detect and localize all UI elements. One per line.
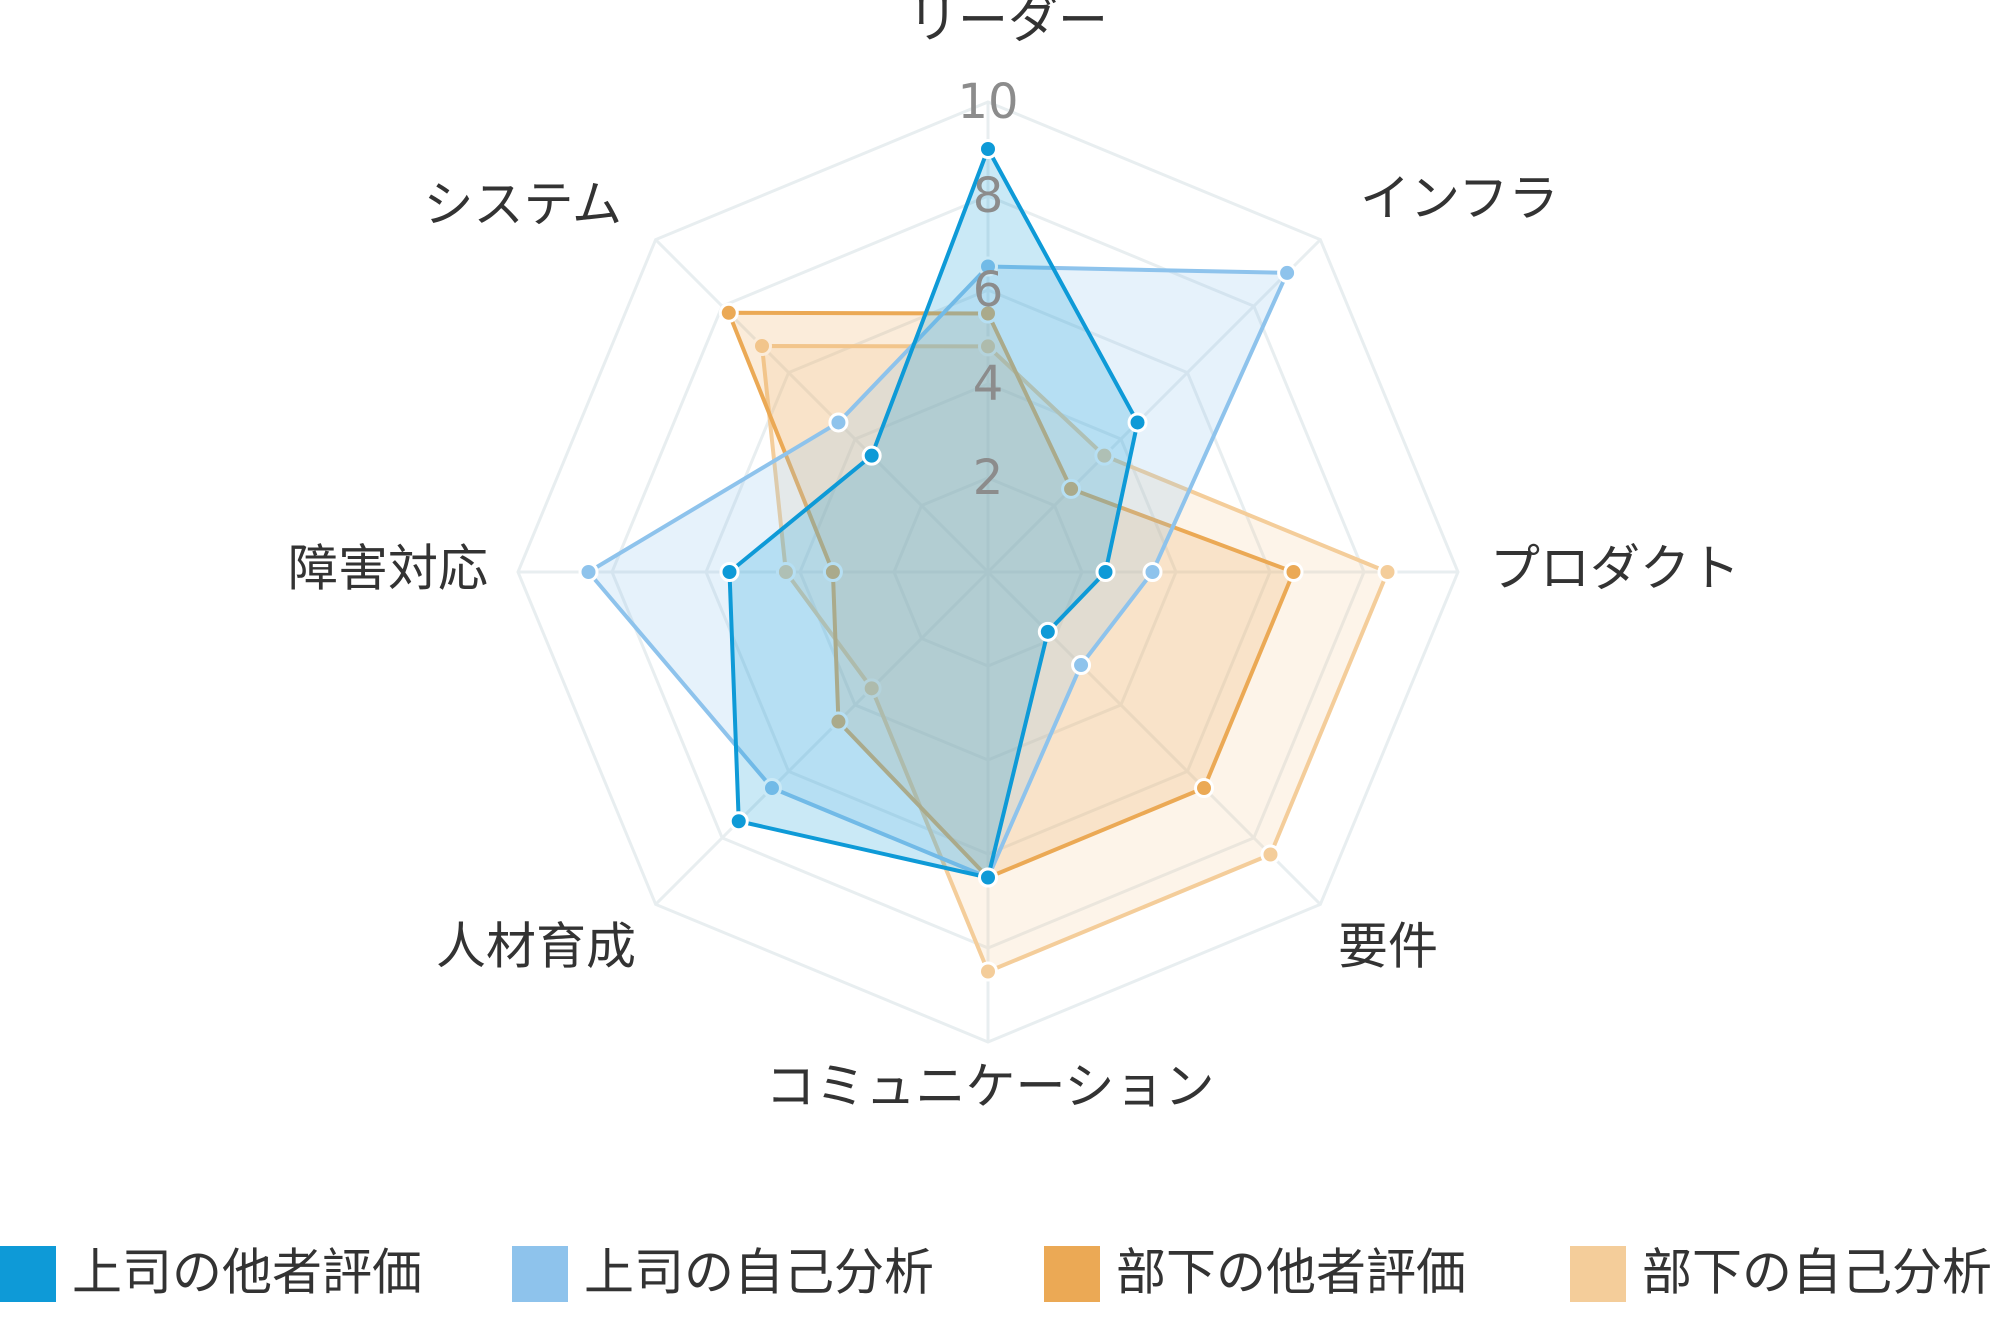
axis-label-3: プロダクト [1490, 540, 1740, 598]
legend-label-1: 上司の他者評価 [72, 1244, 422, 1302]
series-1-area [729, 149, 1138, 878]
tick-label-4: 4 [973, 356, 1004, 412]
axis-label-5: コミュニケーション [766, 1058, 1215, 1116]
legend-swatch-4 [1570, 1246, 1626, 1302]
series-2-point-4 [1071, 655, 1092, 676]
series-1-point-3 [1095, 562, 1116, 582]
series-4-point-8 [752, 336, 773, 357]
tick-label-8: 8 [973, 168, 1004, 224]
legend-label-2: 上司の自己分析 [584, 1244, 934, 1302]
series-3-point-1 [978, 303, 998, 324]
axis-label-2: インフラ [1360, 170, 1559, 228]
legend-item-1: 上司の他者評価 [0, 1244, 422, 1302]
series-1-point-5 [978, 867, 998, 888]
radar-grid [516, 100, 1460, 1044]
series-3-point-2 [1061, 478, 1082, 499]
series-1-point-7 [719, 562, 740, 582]
grid-spoke-8 [654, 238, 990, 574]
series-4-point-2 [1094, 445, 1115, 466]
axis-label-8: システム [424, 176, 623, 234]
tick-label-2: 2 [973, 450, 1004, 506]
series-4-point-7 [775, 562, 796, 582]
series-1-point-1 [978, 139, 998, 159]
legend-swatch-1 [0, 1246, 56, 1302]
legend-item-2: 上司の自己分析 [512, 1244, 934, 1302]
axis-label-6: 人材育成 [436, 918, 636, 976]
legend-label-3: 部下の他者評価 [1116, 1244, 1466, 1302]
series-3-point-6 [828, 711, 849, 732]
series-3-point-8 [718, 302, 739, 323]
series-2-point-3 [1142, 562, 1163, 582]
series-4-point-5 [978, 961, 998, 982]
series-3-point-7 [822, 562, 843, 582]
series-4-point-1 [978, 336, 998, 357]
series-4-point-6 [861, 678, 882, 699]
legend-swatch-2 [512, 1246, 568, 1302]
series-1-point-8 [861, 445, 882, 466]
grid-spoke-6 [654, 570, 990, 906]
legend: 上司の他者評価 上司の自己分析 部下の他者評価 部下の自己分析 [0, 1244, 1992, 1302]
axis-label-7: 障害対応 [288, 540, 488, 598]
series-4-point-4 [1260, 844, 1281, 865]
series-2-point-7 [578, 562, 599, 582]
series-3-point-3 [1283, 562, 1304, 582]
grid-spoke-2 [986, 238, 1322, 574]
legend-item-3: 部下の他者評価 [1044, 1244, 1466, 1302]
legend-swatch-3 [1044, 1246, 1100, 1302]
series-1 [719, 139, 1148, 888]
radial-tick-labels: 2 4 6 8 10 [957, 74, 1018, 506]
series-2-area [588, 266, 1288, 878]
radar-series-layer [578, 139, 1398, 982]
series-3-point-4 [1194, 778, 1215, 799]
series-2-point-8 [828, 412, 849, 433]
series-2-point-2 [1277, 262, 1298, 283]
series-2-point-1 [978, 256, 998, 277]
legend-label-4: 部下の自己分析 [1642, 1244, 1992, 1302]
series-4-point-3 [1377, 562, 1398, 582]
series-1-point-4 [1037, 621, 1058, 642]
series-1-point-2 [1127, 412, 1148, 433]
legend-item-4: 部下の自己分析 [1570, 1244, 1992, 1302]
series-1-point-6 [728, 811, 749, 832]
axis-label-4: 要件 [1338, 918, 1438, 976]
tick-label-10: 10 [957, 74, 1018, 130]
tick-label-6: 6 [973, 262, 1004, 318]
series-2-point-6 [761, 778, 782, 799]
axis-label-1: リーダー [908, 0, 1108, 50]
